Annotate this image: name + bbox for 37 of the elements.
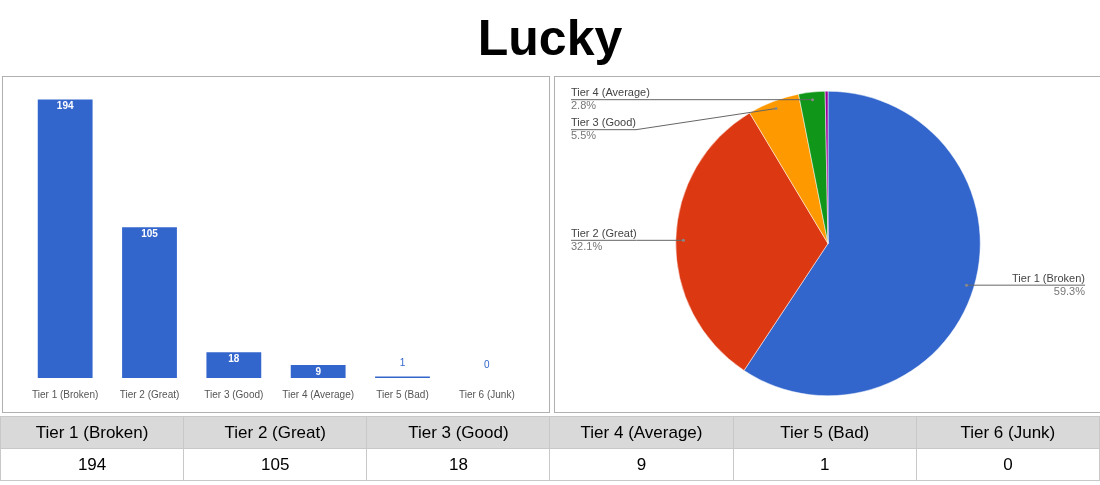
data-label: 9 xyxy=(315,365,322,377)
data-label: 32.1% xyxy=(571,239,603,252)
x-tick-label: Tier 3 (Good) xyxy=(204,388,264,400)
data-label: 18 xyxy=(228,352,240,364)
slice-label: Tier 2 (Great) xyxy=(571,226,637,239)
data-label: 105 xyxy=(183,448,367,481)
x-tick-label: Tier 6 (Junk) xyxy=(458,388,515,400)
bar xyxy=(37,99,93,378)
slice-label: Tier 1 (Broken) xyxy=(1012,271,1085,284)
bar xyxy=(206,352,262,378)
data-label: 2.8% xyxy=(571,99,597,112)
x-tick-label: Tier 4 (Average) xyxy=(282,388,355,400)
x-tick-label: Tier 1 (Broken) xyxy=(32,388,99,400)
category-label: Tier 1 (Broken) xyxy=(0,416,184,449)
data-label: 0 xyxy=(916,448,1100,481)
category-label: Tier 3 (Good) xyxy=(366,416,550,449)
data-label: 194 xyxy=(0,448,184,481)
data-label: 105 xyxy=(141,228,159,240)
bar xyxy=(290,365,346,378)
data-label: 194 xyxy=(56,100,74,112)
category-label: Tier 5 (Bad) xyxy=(733,416,917,449)
chart-title: Lucky xyxy=(477,9,623,67)
data-label: 1 xyxy=(733,448,917,481)
data-label: 18 xyxy=(366,448,550,481)
data-label: 59.3% xyxy=(1053,284,1086,297)
data-label: 1 xyxy=(399,357,406,369)
category-label: Tier 2 (Great) xyxy=(183,416,367,449)
slice-label: Tier 4 (Average) xyxy=(571,86,650,99)
data-label: 9 xyxy=(549,448,734,481)
x-tick-label: Tier 2 (Great) xyxy=(119,388,180,400)
bar xyxy=(122,227,177,378)
data-label: 0 xyxy=(484,358,491,370)
slice-label: Tier 3 (Good) xyxy=(571,116,637,129)
category-label: Tier 6 (Junk) xyxy=(916,416,1100,449)
data-label: 5.5% xyxy=(571,129,597,142)
x-tick-label: Tier 5 (Bad) xyxy=(376,388,429,400)
category-label: Tier 4 (Average) xyxy=(549,416,734,449)
